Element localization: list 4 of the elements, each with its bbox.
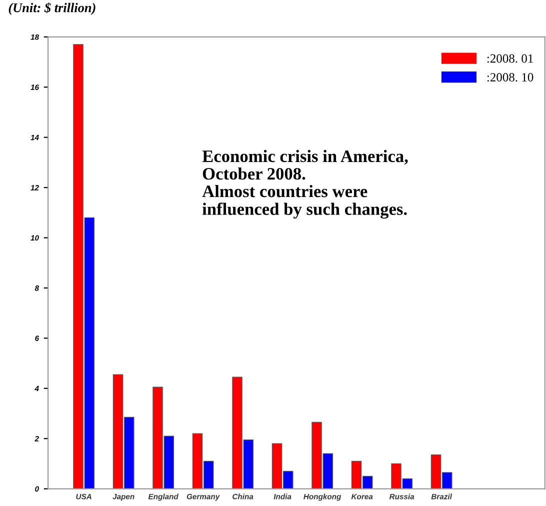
chart-title: (Unit: $ trillion)	[8, 2, 96, 15]
legend-label: :2008. 10	[487, 73, 534, 82]
annotation: Economic crisis in America, October 2008. Almost countries were influenced by such changes.	[202, 150, 408, 219]
legend-label: :2008. 01	[487, 54, 533, 63]
